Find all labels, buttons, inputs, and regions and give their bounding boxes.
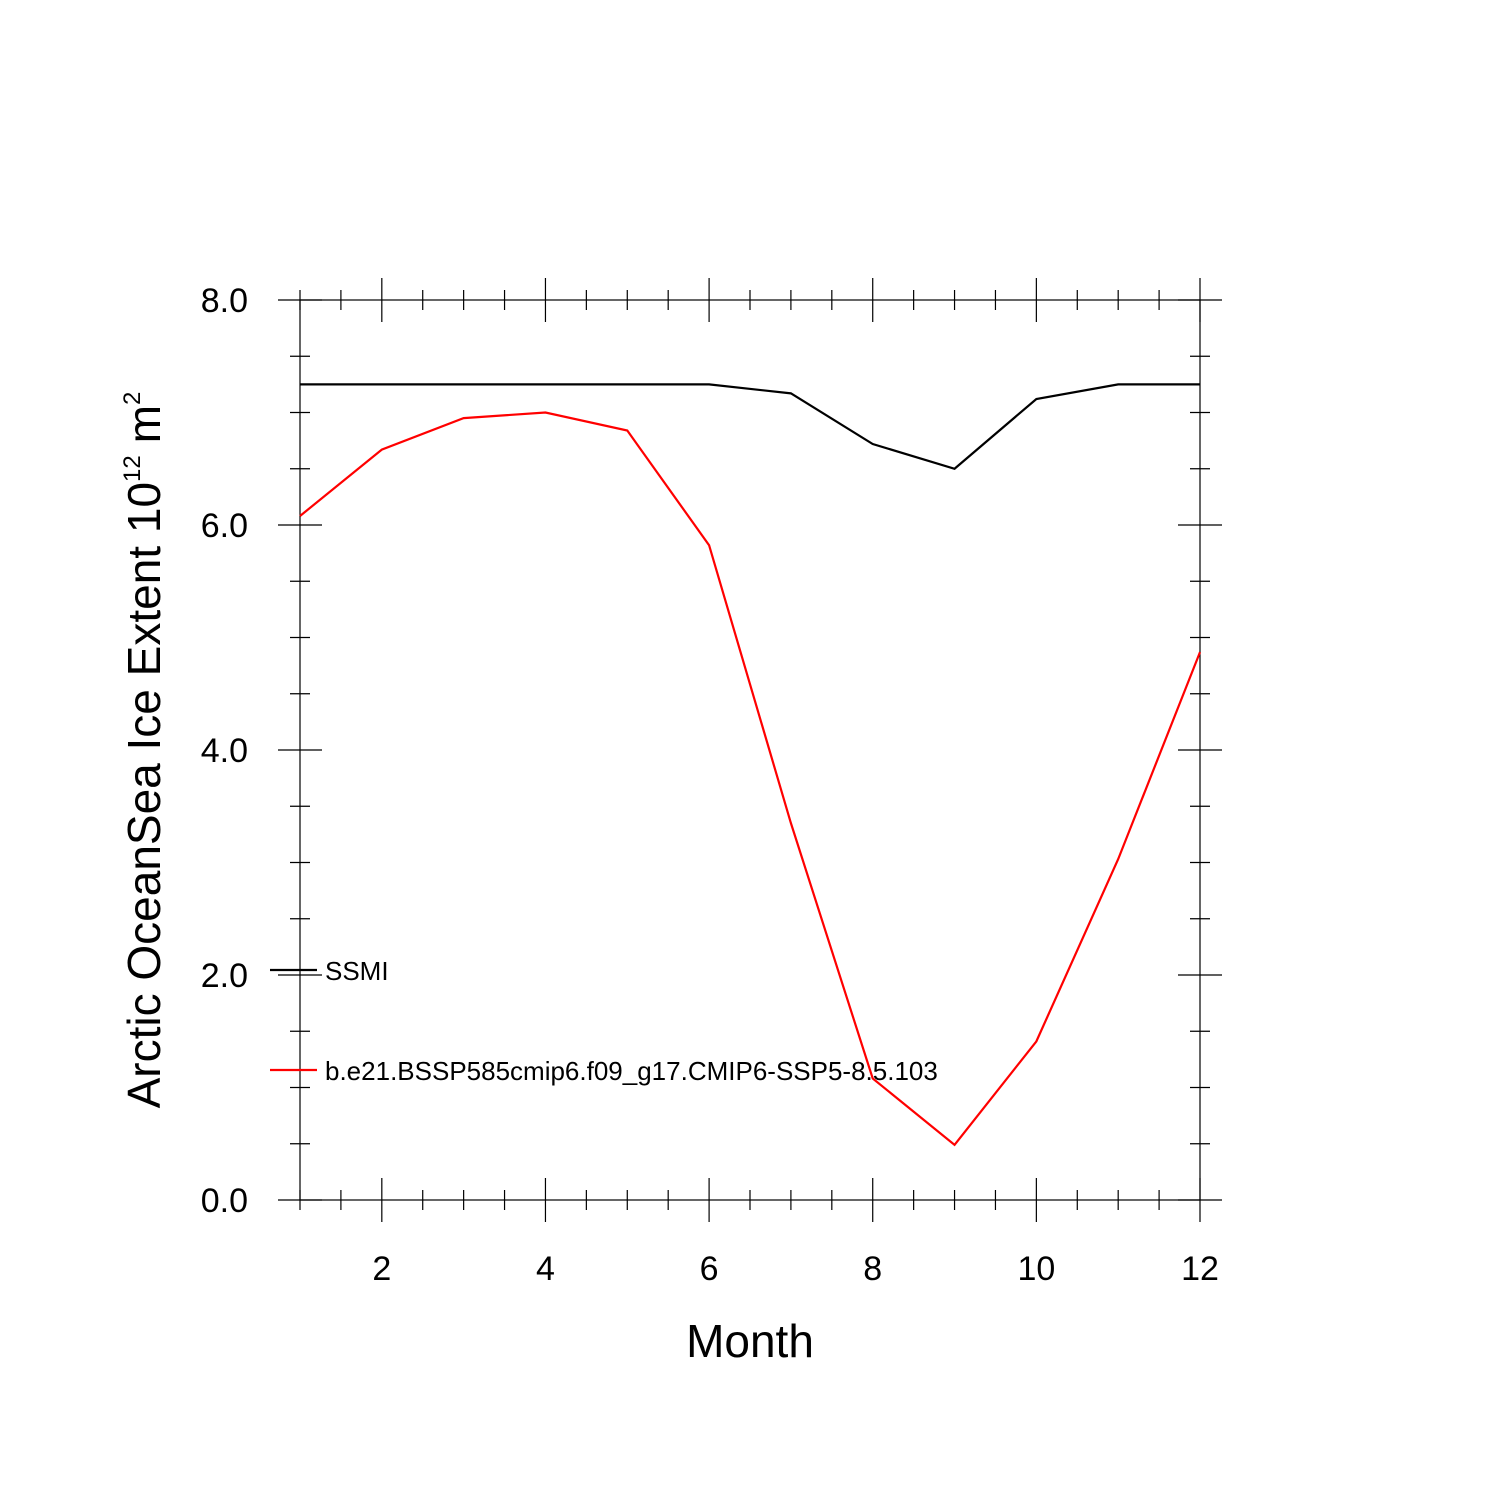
y-axis-title-unit: m <box>118 405 170 443</box>
y-tick-labels: 0.0 2.0 4.0 6.0 8.0 <box>201 282 248 1220</box>
y-tick-label: 8.0 <box>201 282 248 320</box>
legend-label: SSMI <box>325 956 389 986</box>
legend-label: b.e21.BSSP585cmip6.f09_g17.CMIP6-SSP5-8.… <box>325 1056 938 1086</box>
series-line-model <box>299 411 1202 1147</box>
plot-frame <box>299 299 1201 1201</box>
x-tick-label: 10 <box>1017 1250 1055 1288</box>
legend: SSMI b.e21.BSSP585cmip6.f09_g17.CMIP6-SSP… <box>270 956 938 1086</box>
y-tick-label: 4.0 <box>201 732 248 770</box>
x-tick-label: 12 <box>1181 1250 1219 1288</box>
x-tick-label: 2 <box>372 1250 391 1288</box>
series-lines <box>299 383 1202 1147</box>
y-axis-title: Arctic OceanSea Ice Extent 1012 m2 <box>118 392 170 1109</box>
x-tick-label: 8 <box>863 1250 882 1288</box>
y-axis-title-main: Arctic OceanSea Ice Extent 10 <box>118 482 170 1108</box>
y-axis-title-unit-exponent: 2 <box>119 392 146 405</box>
x-tick-label: 4 <box>536 1250 555 1288</box>
x-axis-title: Month <box>686 1315 814 1367</box>
y-tick-label: 2.0 <box>201 957 248 995</box>
y-axis-title-exponent: 12 <box>119 455 146 482</box>
y-tick-label: 0.0 <box>201 1182 248 1220</box>
x-tick-label: 6 <box>700 1250 719 1288</box>
y-tick-label: 6.0 <box>201 507 248 545</box>
x-tick-labels: 2 4 6 8 10 12 <box>372 1250 1219 1288</box>
series-line-ssmi <box>300 383 1200 470</box>
